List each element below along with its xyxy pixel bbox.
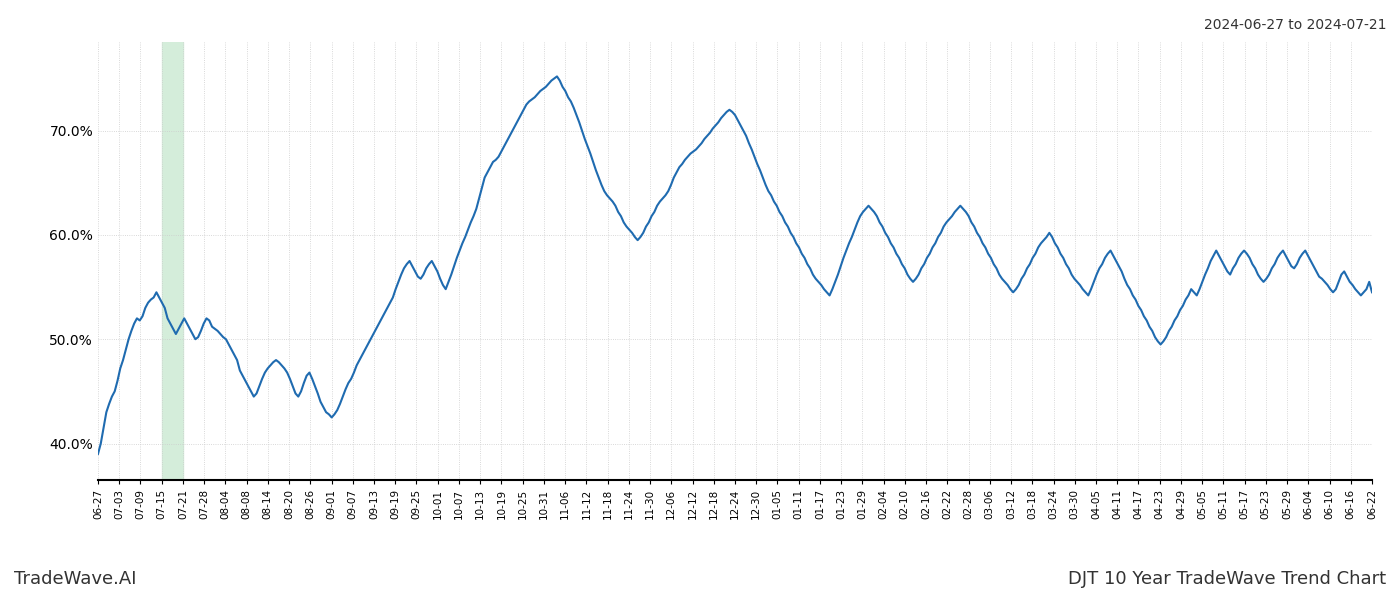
Text: DJT 10 Year TradeWave Trend Chart: DJT 10 Year TradeWave Trend Chart — [1068, 570, 1386, 588]
Text: 2024-06-27 to 2024-07-21: 2024-06-27 to 2024-07-21 — [1204, 18, 1386, 32]
Bar — [162, 42, 183, 480]
Text: TradeWave.AI: TradeWave.AI — [14, 570, 137, 588]
